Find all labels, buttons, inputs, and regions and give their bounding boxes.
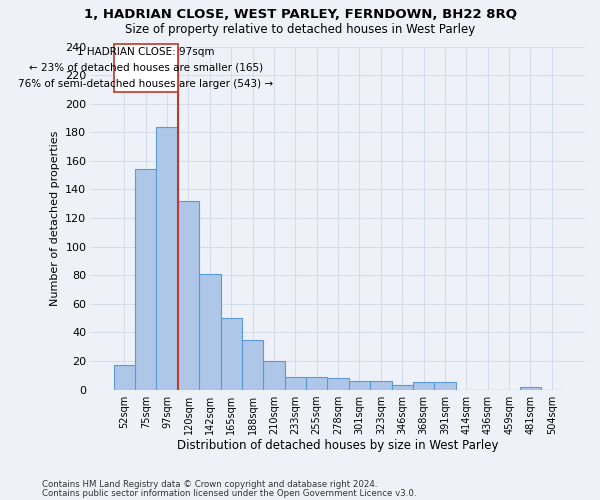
Bar [413, 382, 434, 390]
Bar [157, 126, 178, 390]
Text: Size of property relative to detached houses in West Parley: Size of property relative to detached ho… [125, 22, 475, 36]
Bar [392, 386, 413, 390]
Y-axis label: Number of detached properties: Number of detached properties [50, 130, 59, 306]
Text: ← 23% of detached houses are smaller (165): ← 23% of detached houses are smaller (16… [29, 63, 263, 73]
Bar [520, 386, 541, 390]
Bar [113, 366, 135, 390]
X-axis label: Distribution of detached houses by size in West Parley: Distribution of detached houses by size … [178, 440, 499, 452]
Bar [135, 170, 157, 390]
Bar [178, 201, 199, 390]
FancyBboxPatch shape [113, 44, 178, 92]
Bar [306, 376, 328, 390]
Text: 76% of semi-detached houses are larger (543) →: 76% of semi-detached houses are larger (… [18, 79, 274, 89]
Bar [370, 381, 392, 390]
Bar [199, 274, 221, 390]
Bar [349, 381, 370, 390]
Bar [434, 382, 455, 390]
Bar [328, 378, 349, 390]
Text: Contains HM Land Registry data © Crown copyright and database right 2024.: Contains HM Land Registry data © Crown c… [42, 480, 377, 489]
Text: Contains public sector information licensed under the Open Government Licence v3: Contains public sector information licen… [42, 489, 416, 498]
Bar [221, 318, 242, 390]
Bar [263, 361, 284, 390]
Bar [284, 376, 306, 390]
Text: 1, HADRIAN CLOSE, WEST PARLEY, FERNDOWN, BH22 8RQ: 1, HADRIAN CLOSE, WEST PARLEY, FERNDOWN,… [83, 8, 517, 20]
Text: 1 HADRIAN CLOSE: 97sqm: 1 HADRIAN CLOSE: 97sqm [77, 46, 214, 56]
Bar [242, 340, 263, 390]
